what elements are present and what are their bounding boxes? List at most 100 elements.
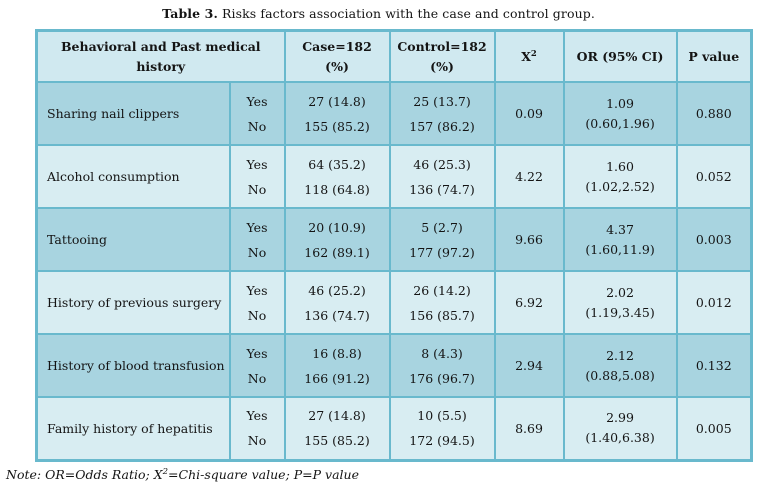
- option-no-label: No: [247, 118, 267, 134]
- case-yes-value: 27 (14.8): [308, 408, 366, 424]
- control-cell: 8 (4.3) 176 (96.7): [388, 333, 496, 398]
- options-cell: Yes No: [228, 270, 286, 335]
- control-no-value: 157 (86.2): [409, 118, 475, 134]
- case-cell: 27 (14.8) 155 (85.2): [283, 396, 391, 461]
- options-cell: Yes No: [228, 207, 286, 272]
- case-no-value: 118 (64.8): [304, 181, 370, 197]
- case-cell: 27 (14.8) 155 (85.2): [283, 81, 391, 146]
- factor-cell: History of blood transfusion: [35, 333, 231, 398]
- row-tattooing: Tattooing Yes No 20 (10.9) 162 (89.1) 5 …: [35, 207, 753, 272]
- header-line: Control=182: [397, 38, 487, 54]
- option-yes-label: Yes: [246, 93, 268, 109]
- option-no-label: No: [247, 307, 267, 323]
- or-ci-value: (1.40,6.38): [585, 430, 655, 446]
- option-yes-label: Yes: [246, 345, 268, 361]
- footnote-post: =Chi-square value; P=P value: [168, 466, 359, 482]
- factor-cell: Tattooing: [35, 207, 231, 272]
- or-value: 4.37: [606, 221, 634, 237]
- control-cell: 25 (13.7) 157 (86.2): [388, 81, 496, 146]
- case-yes-value: 46 (25.2): [308, 282, 366, 298]
- odds-ratio-cell: 2.99 (1.40,6.38): [562, 396, 678, 461]
- control-yes-value: 46 (25.3): [413, 156, 471, 172]
- odds-ratio-cell: 2.02 (1.19,3.45): [562, 270, 678, 335]
- control-no-value: 136 (74.7): [409, 181, 475, 197]
- or-value: 2.02: [606, 284, 634, 300]
- control-cell: 10 (5.5) 172 (94.5): [388, 396, 496, 461]
- chi-square-cell: 6.92: [493, 270, 565, 335]
- odds-ratio-cell: 4.37 (1.60,11.9): [562, 207, 678, 272]
- case-cell: 16 (8.8) 166 (91.2): [283, 333, 391, 398]
- control-no-value: 177 (97.2): [409, 244, 475, 260]
- row-history-previous-surgery: History of previous surgery Yes No 46 (2…: [35, 270, 753, 335]
- factor-cell: Sharing nail clippers: [35, 81, 231, 146]
- header-control: Control=182 (%): [388, 29, 496, 83]
- table-caption: Table 3. Risks factors association with …: [0, 0, 757, 21]
- row-alcohol-consumption: Alcohol consumption Yes No 64 (35.2) 118…: [35, 144, 753, 209]
- or-ci-value: (1.19,3.45): [585, 304, 655, 320]
- chi-square-cell: 9.66: [493, 207, 565, 272]
- chi-symbol: X: [521, 48, 531, 64]
- or-ci-value: (1.02,2.52): [585, 178, 655, 194]
- option-yes-label: Yes: [246, 282, 268, 298]
- control-cell: 46 (25.3) 136 (74.7): [388, 144, 496, 209]
- case-yes-value: 27 (14.8): [308, 93, 366, 109]
- chi-square-cell: 8.69: [493, 396, 565, 461]
- p-value-cell: 0.880: [675, 81, 753, 146]
- header-behavioral-history: Behavioral and Past medical history: [35, 29, 286, 83]
- header-chi-square: X2: [493, 29, 565, 83]
- p-value-cell: 0.052: [675, 144, 753, 209]
- option-yes-label: Yes: [246, 156, 268, 172]
- case-cell: 20 (10.9) 162 (89.1): [283, 207, 391, 272]
- case-yes-value: 20 (10.9): [308, 219, 366, 235]
- or-value: 1.09: [606, 95, 634, 111]
- option-yes-label: Yes: [246, 219, 268, 235]
- options-cell: Yes No: [228, 396, 286, 461]
- option-no-label: No: [247, 244, 267, 260]
- header-line: Behavioral and Past medical: [60, 38, 261, 54]
- header-case: Case=182 (%): [283, 29, 391, 83]
- option-no-label: No: [247, 433, 267, 449]
- row-family-history-hepatitis: Family history of hepatitis Yes No 27 (1…: [35, 396, 753, 461]
- odds-ratio-cell: 2.12 (0.88,5.08): [562, 333, 678, 398]
- or-value: 2.12: [606, 347, 634, 363]
- control-cell: 5 (2.7) 177 (97.2): [388, 207, 496, 272]
- footnote-pre: Note: OR=Odds Ratio; X: [6, 466, 163, 482]
- control-yes-value: 10 (5.5): [417, 408, 467, 424]
- chi-square-cell: 2.94: [493, 333, 565, 398]
- chi-exponent: 2: [530, 48, 537, 59]
- odds-ratio-cell: 1.60 (1.02,2.52): [562, 144, 678, 209]
- case-cell: 46 (25.2) 136 (74.7): [283, 270, 391, 335]
- table-caption-text: Risks factors association with the case …: [222, 6, 595, 21]
- options-cell: Yes No: [228, 333, 286, 398]
- case-no-value: 155 (85.2): [304, 433, 370, 449]
- options-cell: Yes No: [228, 144, 286, 209]
- or-ci-value: (0.60,1.96): [585, 115, 655, 131]
- footnote-chi-exponent: 2: [162, 466, 169, 477]
- or-value: 2.99: [606, 410, 634, 426]
- case-no-value: 166 (91.2): [304, 370, 370, 386]
- control-cell: 26 (14.2) 156 (85.7): [388, 270, 496, 335]
- odds-ratio-cell: 1.09 (0.60,1.96): [562, 81, 678, 146]
- control-yes-value: 8 (4.3): [421, 345, 463, 361]
- option-yes-label: Yes: [246, 408, 268, 424]
- chi-square-cell: 0.09: [493, 81, 565, 146]
- case-no-value: 155 (85.2): [304, 118, 370, 134]
- control-no-value: 176 (96.7): [409, 370, 475, 386]
- header-line: (%): [430, 58, 454, 74]
- option-no-label: No: [247, 181, 267, 197]
- p-value-cell: 0.132: [675, 333, 753, 398]
- case-cell: 64 (35.2) 118 (64.8): [283, 144, 391, 209]
- header-p-value: P value: [675, 29, 753, 83]
- control-yes-value: 25 (13.7): [413, 93, 471, 109]
- header-line: Case=182: [302, 38, 372, 54]
- options-cell: Yes No: [228, 81, 286, 146]
- factor-cell: History of previous surgery: [35, 270, 231, 335]
- factor-cell: Alcohol consumption: [35, 144, 231, 209]
- control-yes-value: 5 (2.7): [421, 219, 463, 235]
- header-odds-ratio: OR (95% CI): [562, 29, 678, 83]
- or-value: 1.60: [606, 158, 634, 174]
- factor-cell: Family history of hepatitis: [35, 396, 231, 461]
- header-row: Behavioral and Past medical history Case…: [35, 29, 753, 83]
- case-no-value: 162 (89.1): [304, 244, 370, 260]
